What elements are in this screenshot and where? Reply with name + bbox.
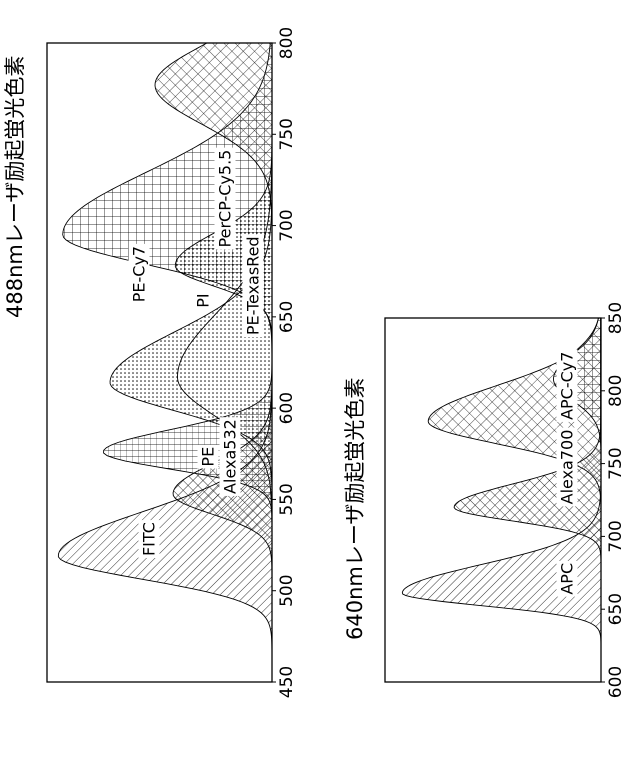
tick-label: 750	[606, 447, 626, 479]
dye-label-group: PE-TexasRed	[243, 234, 264, 337]
dye-label-group: PE	[198, 445, 219, 469]
dye-label: PerCP-Cy5.5	[216, 150, 235, 248]
tick-label: 700	[606, 520, 626, 552]
tick-label: 800	[277, 27, 297, 59]
chart-488-ticks: 450 500 550 600 650 700 750 800	[272, 27, 297, 698]
chart-640-title: 640nmレーザ励起蛍光色素	[343, 378, 367, 640]
dye-label: PE-Cy7	[130, 246, 149, 302]
tick-label: 800	[606, 375, 626, 407]
dye-label: FITC	[140, 522, 159, 556]
dye-label: PE	[199, 447, 218, 467]
dye-label-group: Alexa700	[557, 428, 578, 507]
dye-label: APC	[558, 563, 577, 595]
tick-label: 500	[277, 574, 297, 606]
dye-label-group: Alexa532	[220, 417, 241, 496]
chart-488-series	[58, 43, 272, 682]
tick-label: 450	[277, 666, 297, 698]
tick-label: 850	[606, 302, 626, 334]
chart-640-ticks: 600 650 700 750 800 850	[601, 302, 626, 698]
dye-label-group: PerCP-Cy5.5	[215, 148, 236, 250]
chart-488-title: 488nmレーザ励起蛍光色素	[3, 56, 27, 318]
tick-label: 600	[277, 392, 297, 424]
tick-label: 650	[606, 593, 626, 625]
dye-label: Alexa700	[558, 430, 577, 505]
tick-label: 650	[277, 301, 297, 333]
tick-label: 700	[277, 209, 297, 241]
tick-label: 750	[277, 118, 297, 150]
tick-label: 600	[606, 666, 626, 698]
dye-label: Alexa532	[221, 419, 240, 494]
chart-488nm: 488nmレーザ励起蛍光色素 450500550600650700750800 …	[3, 27, 297, 698]
dye-label-group: APC	[557, 561, 578, 597]
tick-label: 550	[277, 483, 297, 515]
dye-label: PI	[194, 293, 213, 307]
dye-label-group: PE-Cy7	[129, 244, 150, 304]
dye-label-group: FITC	[139, 520, 160, 558]
dye-label-group: PI	[193, 291, 214, 309]
dye-label-group: APC-Cy7	[557, 350, 578, 422]
chart-640nm: 640nmレーザ励起蛍光色素 600 650 700 750 800 850 APC Ale…	[343, 302, 626, 698]
dye-label: APC-Cy7	[558, 352, 577, 420]
dye-label: PE-TexasRed	[244, 236, 263, 335]
